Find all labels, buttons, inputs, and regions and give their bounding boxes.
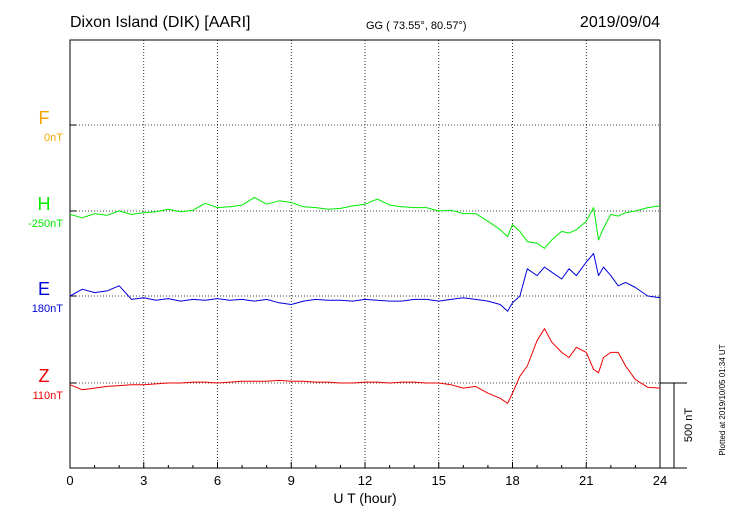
series-name-f: F: [39, 108, 50, 128]
x-tick-label-9: 9: [288, 473, 295, 488]
series-name-h: H: [38, 194, 51, 214]
scale-bar: 500 nT: [660, 382, 695, 469]
series-group: [69, 196, 661, 404]
x-tick-label-18: 18: [505, 473, 519, 488]
x-tick-label-12: 12: [358, 473, 372, 488]
x-tick-label-15: 15: [432, 473, 446, 488]
series-labels: F 0nT H -250nT E 180nT Z 110nT: [28, 108, 63, 402]
series-name-e: E: [38, 279, 50, 299]
station-title: Dixon Island (DIK) [AARI]: [70, 14, 251, 31]
x-axis-title: U T (hour): [333, 490, 396, 506]
series-name-z: Z: [39, 366, 50, 386]
x-tick-label-3: 3: [140, 473, 147, 488]
grid-lines: [70, 40, 660, 468]
x-tick-label-6: 6: [214, 473, 221, 488]
series-baseline-e: 180nT: [32, 303, 63, 315]
series-line-e: [69, 253, 661, 312]
series-baseline-h: -250nT: [28, 218, 63, 230]
series-line-z: [69, 328, 661, 404]
x-tick-label-0: 0: [66, 473, 73, 488]
series-baseline-z: 110nT: [33, 390, 64, 402]
x-tick-label-24: 24: [653, 473, 667, 488]
coords-label: GG ( 73.55°, 80.57°): [366, 20, 467, 32]
plotted-note: Plotted at 2019/10/05 01:34 UT: [718, 344, 727, 455]
date-label: 2019/09/04: [580, 14, 660, 31]
x-tick-label-21: 21: [579, 473, 593, 488]
series-line-h: [69, 196, 661, 249]
scale-bar-label: 500 nT: [683, 408, 695, 443]
x-axis-ticks: 0 3 6 9 12 15 18 21 24: [66, 124, 667, 488]
series-baseline-f: 0nT: [44, 132, 63, 144]
